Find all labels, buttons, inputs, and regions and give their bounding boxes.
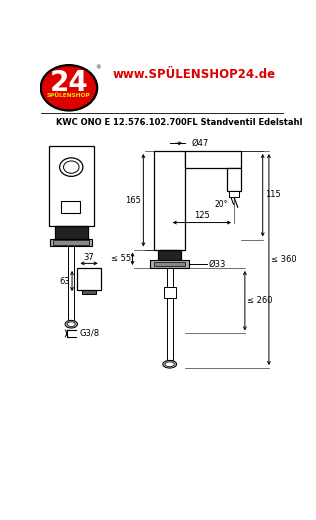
Bar: [61, 201, 80, 213]
Text: ≤ 260: ≤ 260: [247, 296, 273, 305]
Text: www.SPÜLENSHOP24.de: www.SPÜLENSHOP24.de: [113, 68, 276, 81]
Bar: [185, 151, 241, 168]
Text: 63: 63: [60, 277, 70, 285]
Bar: [68, 246, 74, 320]
Ellipse shape: [64, 161, 79, 173]
Ellipse shape: [40, 64, 98, 111]
Text: 20°: 20°: [215, 200, 228, 210]
Bar: [49, 146, 94, 226]
Text: 24: 24: [50, 69, 88, 97]
Text: 165: 165: [125, 196, 141, 205]
Ellipse shape: [43, 67, 95, 109]
Ellipse shape: [163, 360, 177, 368]
Bar: [154, 151, 185, 250]
Text: Ø33: Ø33: [209, 259, 226, 269]
Text: 37: 37: [84, 253, 94, 262]
Bar: [150, 261, 189, 268]
Text: ≤ 55: ≤ 55: [111, 254, 131, 263]
Bar: [158, 250, 181, 261]
Bar: [55, 226, 88, 239]
Text: SPÜLENSHOP: SPÜLENSHOP: [47, 93, 91, 98]
Ellipse shape: [60, 158, 83, 176]
Text: 125: 125: [194, 211, 210, 220]
Bar: [154, 262, 185, 266]
Text: ≤ 360: ≤ 360: [271, 255, 297, 264]
Text: ®: ®: [95, 66, 100, 70]
Bar: [227, 168, 241, 191]
Text: KWC ONO E 12.576.102.700FL Standventil Edelstahl: KWC ONO E 12.576.102.700FL Standventil E…: [56, 118, 302, 127]
Text: 115: 115: [265, 190, 281, 199]
Text: Ø47: Ø47: [191, 139, 209, 148]
Bar: [50, 239, 92, 246]
Bar: [163, 287, 176, 298]
Ellipse shape: [65, 320, 77, 328]
Ellipse shape: [67, 322, 75, 327]
Ellipse shape: [165, 362, 174, 367]
Bar: [53, 240, 89, 245]
Text: G3/8: G3/8: [79, 329, 99, 338]
Bar: [167, 268, 173, 360]
Bar: [228, 191, 240, 197]
Bar: [82, 290, 96, 294]
Bar: [77, 268, 101, 290]
